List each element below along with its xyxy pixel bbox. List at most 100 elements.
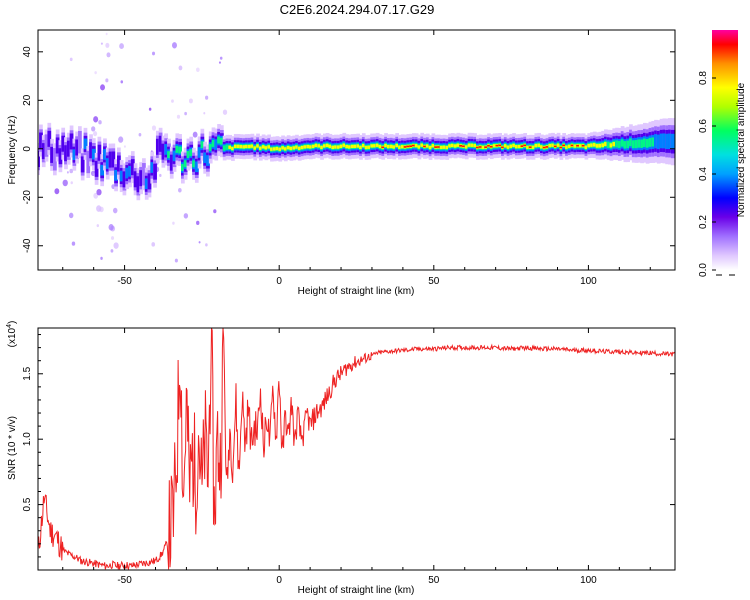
spectrogram-y-tick-label: -20 xyxy=(22,190,33,205)
spectrogram-ridge-cell xyxy=(311,144,316,149)
spectrogram-y-tick-label: -40 xyxy=(22,238,33,253)
spectrogram-ridge-cell xyxy=(58,148,63,165)
snr-x-tick-label: -50 xyxy=(117,575,132,586)
spectrogram-speckle xyxy=(112,207,118,214)
spectrogram-ridge-cell xyxy=(267,145,271,149)
spectrogram-ridge-cell xyxy=(442,145,447,149)
spectrogram-x-tick-label: 50 xyxy=(428,276,440,287)
spectrogram-ridge-cell xyxy=(186,151,191,159)
spectrogram-ridge-cell xyxy=(211,139,216,147)
spectrogram-ridge-cell xyxy=(100,164,105,176)
spectrogram-ridge-cell xyxy=(328,144,333,148)
spectrogram-ridge-cell xyxy=(495,144,500,147)
spectrogram-speckle xyxy=(222,109,228,115)
spectrogram-speckle xyxy=(62,179,68,187)
spectrogram-speckle xyxy=(184,111,187,116)
spectrogram-ridge-cell xyxy=(386,145,391,149)
spectrogram-speckle xyxy=(70,181,73,185)
spectrogram-speckle xyxy=(171,99,174,103)
spectrogram-ridge-cell xyxy=(258,146,263,150)
spectrogram-speckle xyxy=(96,224,100,228)
spectrogram-ridge-cell xyxy=(395,143,400,148)
spectrogram-ridge-cell xyxy=(378,144,383,149)
spectrogram-speckle xyxy=(105,78,109,83)
spectrogram-speckle xyxy=(203,111,206,115)
spectrogram-ridge-cell xyxy=(350,144,355,149)
spectrogram-ridge-cell xyxy=(97,144,102,161)
colorbar-tick-label: 0.8 xyxy=(698,71,709,85)
spectrogram-ridge-cell xyxy=(130,159,135,176)
spectrogram-speckle xyxy=(100,42,103,45)
spectrogram-speckle xyxy=(183,213,189,219)
spectrogram-ridge-cell xyxy=(322,144,327,148)
colorbar-tick-label: 0.6 xyxy=(698,119,709,133)
chart-title: C2E6.2024.294.07.17.G29 xyxy=(280,2,435,17)
spectrogram-ridge-cell xyxy=(364,145,369,150)
spectrogram-ridge-cell xyxy=(498,144,502,147)
snr-y-axis-label: SNR (10 * v/v) xyxy=(7,416,18,480)
spectrogram-speckle xyxy=(159,173,162,177)
spectrogram-ridge-cell xyxy=(640,139,644,148)
spectrogram-ridge-cell xyxy=(403,146,408,148)
spectrogram-ridge-cell xyxy=(309,145,313,149)
snr-panel: -50 0 50 100 0.5 1.0 1.5 Height of straight l… xyxy=(6,321,676,596)
spectrogram-ridge-cell xyxy=(551,143,555,147)
spectrogram-ridge-cell xyxy=(222,145,227,151)
spectrogram-ridge-cell xyxy=(233,144,238,148)
spectrogram-ridge-cell xyxy=(668,133,672,149)
snr-y-multiplier: (x104) xyxy=(6,321,18,348)
snr-y-ticks: 0.5 1.0 1.5 xyxy=(22,334,675,558)
spectrogram-ridge-cell xyxy=(331,145,336,149)
spectrogram-ridge-cell xyxy=(122,171,127,188)
spectrogram-ridge-cell xyxy=(44,134,49,157)
spectrogram-speckle xyxy=(69,57,73,62)
spectrogram-ridge-cell xyxy=(606,141,611,149)
spectrogram-ridge-cell xyxy=(119,170,124,182)
spectrogram-speckle xyxy=(178,65,183,71)
spectrogram-ridge-cell xyxy=(161,143,166,160)
snr-y-tick-label: 0.5 xyxy=(22,497,33,511)
snr-x-tick-label: 50 xyxy=(428,575,440,586)
spectrogram-ridge-cell xyxy=(250,144,255,148)
spectrogram-ridge-cell xyxy=(548,143,553,148)
spectrogram-speckle xyxy=(96,188,102,196)
spectrogram-ridge-cell xyxy=(78,130,82,154)
snr-x-tick-label: 0 xyxy=(276,575,282,586)
spectrogram-ridge-cell xyxy=(136,176,141,193)
spectrogram-speckle xyxy=(178,187,182,193)
spectrogram-ridge-cell xyxy=(665,133,669,149)
spectrogram-ridge-cell xyxy=(631,140,636,149)
spectrogram-ridge-cell xyxy=(264,146,269,150)
spectrogram-y-tick-label: 20 xyxy=(22,94,33,106)
spectrogram-ridge-cell xyxy=(203,152,207,164)
spectrogram-ridge-cell xyxy=(612,142,617,147)
spectrogram-speckle xyxy=(93,116,99,123)
spectrogram-ridge-cell xyxy=(375,143,380,147)
spectrogram-speckle xyxy=(174,258,178,263)
spectrogram-ridge-cell xyxy=(651,137,656,147)
spectrogram-speckle xyxy=(138,133,142,137)
colorbar-tick-label: 0.2 xyxy=(698,215,709,229)
spectrogram-ridge-cell xyxy=(656,134,661,150)
spectrogram-speckle xyxy=(176,114,181,119)
spectrogram-ridge-cell xyxy=(484,146,489,148)
spectrogram-ridge-cell xyxy=(55,137,60,154)
spectrogram-ridge-cell xyxy=(261,145,266,149)
spectrogram-ridge-cell xyxy=(125,167,130,179)
spectrogram-ridge-cell xyxy=(609,143,614,148)
spectrogram-ridge-cell xyxy=(256,144,260,148)
spectrogram-ridge-cell xyxy=(400,145,405,149)
spectrogram-ridge-cell xyxy=(556,143,561,147)
spectrogram-ridge-cell xyxy=(239,144,244,149)
spectrogram-ridge-cell xyxy=(275,146,280,151)
spectrogram-frame xyxy=(37,29,676,271)
spectrogram-ridge-cell xyxy=(245,144,249,149)
spectrogram-ridge-cell xyxy=(153,163,157,180)
spectrogram-ridge-cell xyxy=(317,144,322,148)
spectrogram-ridge-cell xyxy=(200,141,205,149)
spectrogram-ridge-cell xyxy=(648,137,653,147)
spectrogram-ridge-cell xyxy=(598,143,603,148)
spectrogram-y-ticks: -40 -20 0 20 40 xyxy=(22,46,675,253)
spectrogram-ridge-cell xyxy=(183,160,188,168)
